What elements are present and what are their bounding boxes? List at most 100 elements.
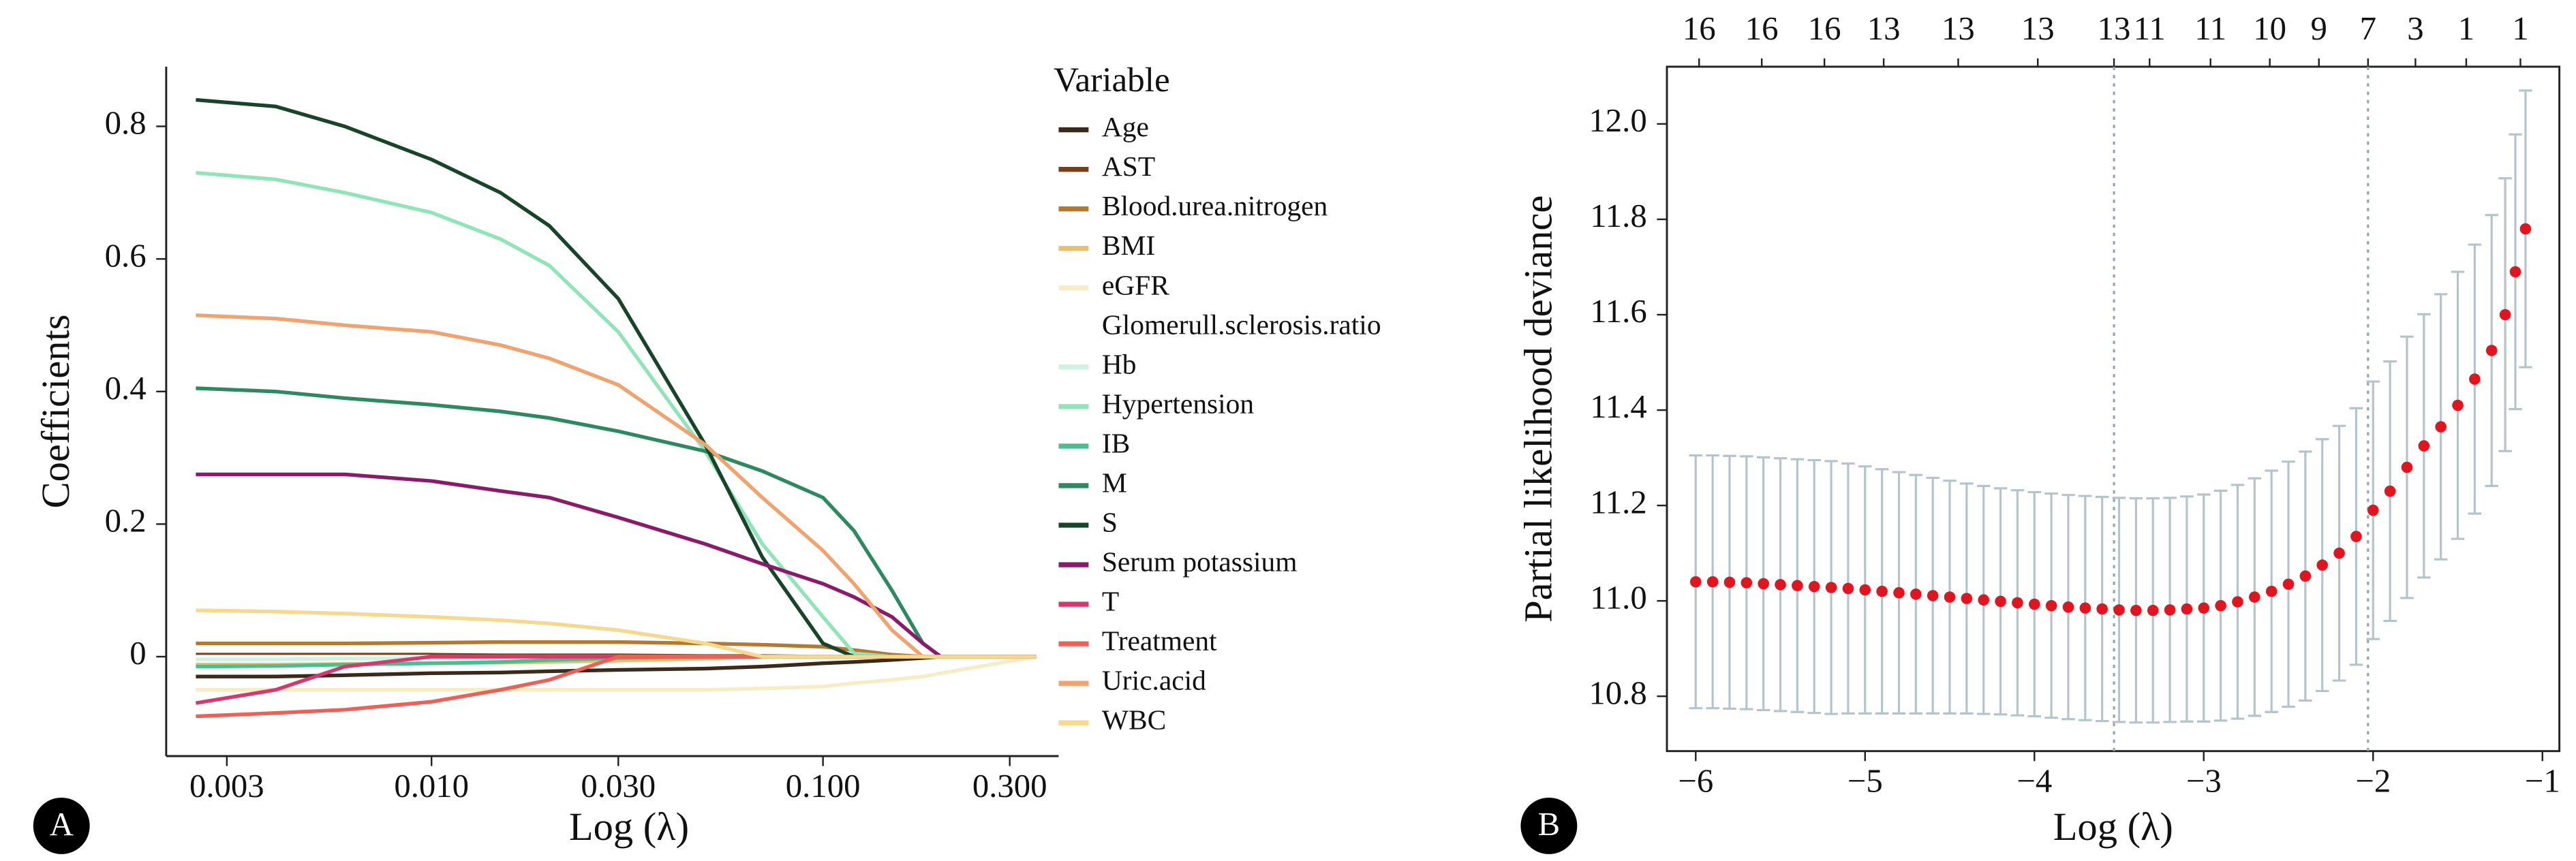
deviance-point [2198, 602, 2210, 614]
top-tick-label: 16 [1745, 10, 1779, 47]
x-tick-label: −3 [2186, 763, 2222, 800]
coef-line [196, 472, 1037, 659]
legend-label: WBC [1102, 704, 1166, 736]
deviance-point [1723, 576, 1736, 589]
panel-label: B [1538, 806, 1561, 843]
deviance-point [1978, 594, 1990, 606]
top-tick-label: 1 [2512, 10, 2528, 47]
deviance-point [1910, 589, 1922, 600]
legend-label: Hypertension [1102, 388, 1255, 419]
y-tick-label: 0.6 [105, 237, 147, 274]
legend-label: S [1102, 507, 1118, 538]
top-tick-label: 16 [1808, 10, 1841, 47]
top-tick-label: 1 [2458, 10, 2474, 47]
deviance-point [1995, 595, 2006, 608]
legend-label: Uric.acid [1102, 665, 1206, 696]
deviance-point [1859, 584, 1871, 596]
coef-line [196, 170, 1037, 659]
deviance-point [1961, 593, 1973, 604]
deviance-point [2299, 570, 2312, 582]
deviance-point [2452, 399, 2464, 411]
deviance-point [2265, 585, 2278, 597]
deviance-point [2384, 485, 2396, 497]
x-axis-label: Log (λ) [2053, 804, 2173, 849]
panel-badge [33, 797, 90, 854]
deviance-point [2113, 604, 2125, 616]
deviance-point [2333, 547, 2345, 559]
top-tick-label: 13 [1867, 10, 1901, 47]
y-tick-label: 10.8 [1589, 674, 1646, 711]
top-tick-label: 16 [1683, 10, 1716, 47]
top-tick-label: 13 [1942, 10, 1975, 47]
deviance-point [2519, 223, 2532, 235]
legend-label: Blood.urea.nitrogen [1102, 190, 1328, 221]
top-tick-label: 10 [2253, 10, 2286, 47]
deviance-point [2130, 604, 2142, 616]
coef-line [196, 608, 1037, 659]
deviance-point [1893, 586, 1905, 599]
deviance-point [2485, 345, 2498, 356]
deviance-point [1741, 577, 1753, 589]
legend-label: M [1102, 467, 1127, 498]
x-tick-label: 0.100 [786, 768, 861, 804]
deviance-point [2469, 373, 2481, 385]
legend-label: eGFR [1102, 269, 1169, 300]
y-axis-label: Partial likelihood deviance [1516, 195, 1561, 623]
top-tick-label: 11 [2134, 10, 2166, 47]
deviance-point [1944, 591, 1956, 603]
legend-label: BMI [1102, 230, 1155, 261]
top-tick-label: 3 [2407, 10, 2423, 47]
deviance-point [2062, 601, 2074, 613]
deviance-point [1927, 590, 1939, 601]
deviance-point [1842, 582, 1854, 595]
deviance-point [2147, 604, 2159, 616]
y-tick-label: 11.2 [1590, 484, 1647, 520]
y-tick-label: 0.8 [105, 105, 147, 142]
coef-line [196, 655, 1037, 692]
legend-label: Treatment [1102, 625, 1217, 657]
x-tick-label: −4 [2017, 763, 2052, 800]
deviance-point [1808, 580, 1820, 593]
y-tick-label: 12.0 [1589, 102, 1646, 139]
x-tick-label: 0.010 [394, 768, 469, 804]
deviance-point [1758, 578, 1769, 590]
top-tick-label: 9 [2311, 10, 2327, 47]
deviance-point [2232, 596, 2243, 608]
x-tick-label: 0.003 [189, 768, 264, 804]
deviance-point [2181, 603, 2193, 615]
deviance-point [2401, 461, 2413, 473]
x-axis-label: Log (λ) [569, 804, 689, 849]
legend-label: Age [1102, 111, 1149, 142]
deviance-point [2509, 266, 2521, 278]
y-tick-label: 0 [129, 635, 146, 672]
panel-badge [1520, 797, 1578, 854]
coef-line [196, 97, 1037, 659]
deviance-point [2282, 578, 2295, 590]
x-tick-label: 0.300 [972, 768, 1047, 804]
top-tick-label: 11 [2194, 10, 2226, 47]
panel-label: A [50, 806, 74, 843]
legend-title: Variable [1054, 61, 1170, 99]
deviance-point [1775, 579, 1786, 591]
x-tick-label: −5 [1847, 763, 1883, 800]
top-tick-label: 13 [2021, 10, 2055, 47]
y-tick-label: 11.0 [1590, 579, 1647, 616]
deviance-point [1825, 582, 1837, 593]
x-tick-label: −1 [2525, 763, 2560, 800]
legend-label: Glomerull.sclerosis.ratio [1102, 309, 1381, 340]
deviance-point [2096, 603, 2108, 615]
coef-line [196, 655, 1037, 678]
deviance-point [1706, 576, 1719, 588]
x-tick-label: −2 [2355, 763, 2391, 800]
x-tick-label: 0.030 [581, 768, 656, 804]
y-axis-label: Coefficients [33, 314, 78, 508]
deviance-point [2499, 309, 2511, 321]
deviance-point [2215, 599, 2226, 612]
deviance-point [2012, 597, 2023, 609]
deviance-point [2367, 504, 2379, 516]
y-tick-label: 0.4 [105, 370, 147, 407]
deviance-point [2028, 598, 2040, 610]
y-tick-label: 11.8 [1590, 198, 1647, 234]
